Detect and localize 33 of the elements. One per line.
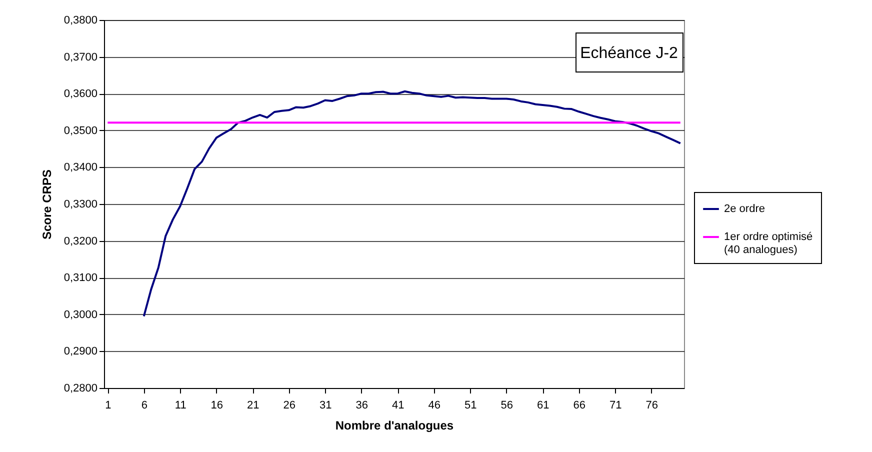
x-tick-label: 1	[105, 400, 112, 412]
x-tick-label: 31	[320, 400, 332, 412]
annotation: Echéance J-2	[580, 45, 678, 62]
y-tick-label: 0,3200	[64, 235, 98, 248]
x-tick-label: 56	[500, 400, 513, 412]
y-tick-label: 0,3800	[64, 14, 98, 26]
x-tick-label: 51	[464, 400, 477, 412]
x-tick-label: 26	[283, 400, 296, 412]
legend-label: 2e ordre	[724, 203, 765, 215]
x-tick-label: 71	[610, 400, 622, 412]
y-axis-title: Score CRPS	[40, 169, 54, 240]
y-tick-label: 0,3100	[64, 272, 98, 284]
y-tick-label: 0,3300	[64, 198, 98, 210]
y-tick-label: 0,3600	[64, 88, 98, 100]
x-tick-label: 21	[247, 400, 260, 412]
legend-label: 1er ordre optimisé (40 analogues)	[724, 231, 813, 256]
y-tick-label: 0,2800	[64, 382, 98, 394]
x-tick-label: 66	[573, 400, 586, 412]
y-tick-label: 0,3500	[64, 124, 98, 137]
x-tick-label: 46	[428, 400, 440, 412]
x-tick-label: 36	[356, 400, 368, 412]
x-tick-label: 41	[392, 400, 404, 412]
y-tick-label: 0,3000	[64, 308, 98, 321]
y-tick-label: 0,2900	[64, 346, 98, 358]
x-tick-label: 16	[210, 400, 223, 412]
y-tick-label: 0,3400	[64, 162, 98, 174]
x-tick-label: 61	[537, 400, 550, 412]
x-axis-title: Nombre d'analogues	[335, 418, 454, 432]
x-tick-label: 11	[174, 400, 186, 412]
y-tick-label: 0,3700	[64, 51, 98, 64]
x-tick-label: 6	[141, 400, 148, 412]
line-series	[142, 90, 682, 318]
x-tick-label: 76	[646, 400, 658, 412]
